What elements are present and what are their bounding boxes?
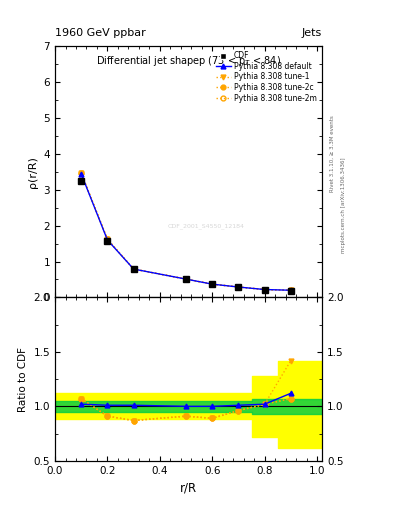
Legend: CDF, Pythia 8.308 default, Pythia 8.308 tune-1, Pythia 8.308 tune-2c, Pythia 8.3: CDF, Pythia 8.308 default, Pythia 8.308 …	[214, 50, 318, 104]
Text: Rivet 3.1.10, ≥ 3.3M events: Rivet 3.1.10, ≥ 3.3M events	[330, 115, 334, 192]
X-axis label: r/R: r/R	[180, 481, 197, 494]
Y-axis label: Ratio to CDF: Ratio to CDF	[18, 347, 28, 412]
Y-axis label: ρ(r/R): ρ(r/R)	[28, 156, 38, 188]
Text: Jets: Jets	[302, 28, 322, 38]
Text: Differential jet shapep (73 < p$_T$ < 84): Differential jet shapep (73 < p$_T$ < 84…	[96, 54, 281, 68]
Text: mcplots.cern.ch [arXiv:1306.3436]: mcplots.cern.ch [arXiv:1306.3436]	[342, 157, 346, 252]
Text: 1960 GeV ppbar: 1960 GeV ppbar	[55, 28, 146, 38]
Text: CDF_2001_S4550_12184: CDF_2001_S4550_12184	[167, 223, 244, 229]
